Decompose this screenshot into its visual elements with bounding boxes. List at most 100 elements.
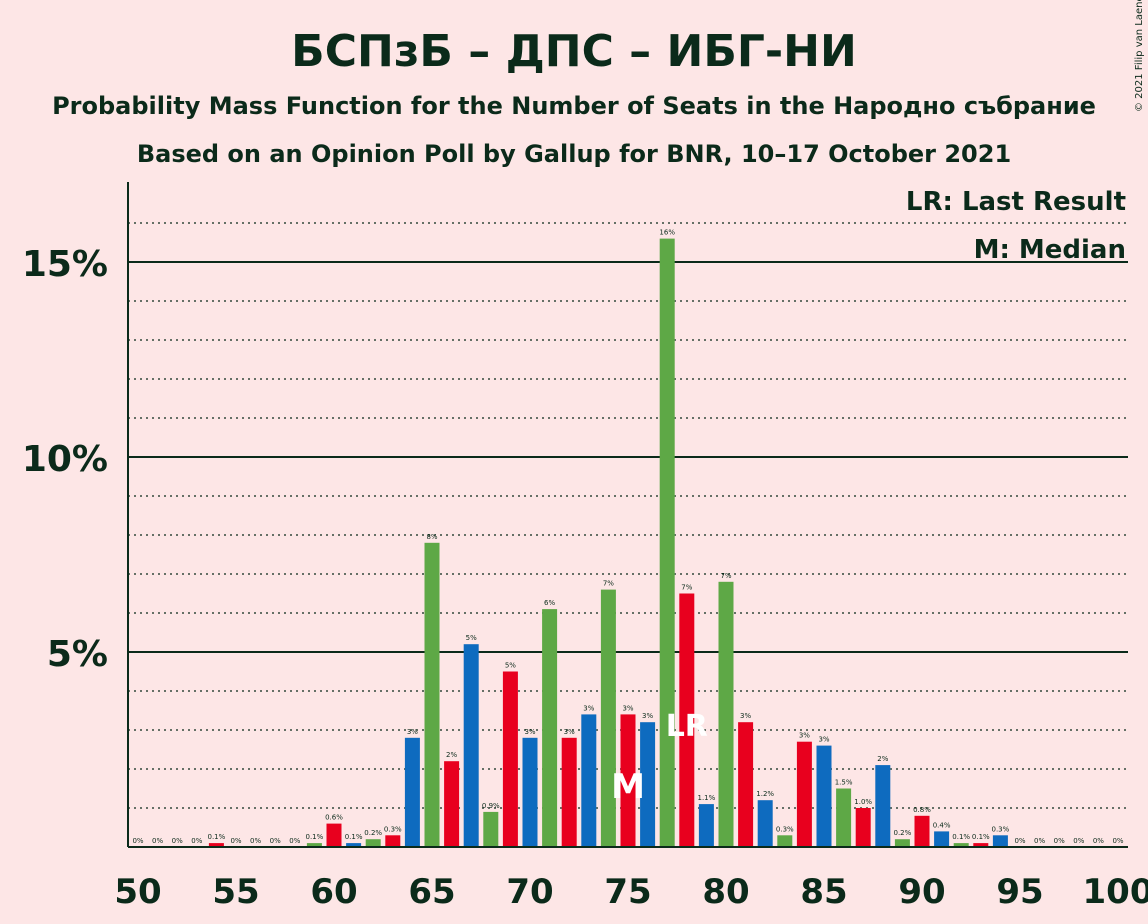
bar-seat-62 (365, 839, 381, 847)
x-tick-label: 75 (604, 872, 651, 912)
legend-median: M: Median (974, 235, 1126, 265)
bar-seat-81 (738, 722, 754, 847)
bar-value-label: 0.3% (992, 825, 1010, 833)
bar-seat-61 (346, 843, 362, 847)
x-tick-label: 100 (1083, 872, 1148, 912)
bar-seat-94 (992, 835, 1008, 847)
bar-value-label: 0% (172, 837, 183, 845)
legend-last-result: LR: Last Result (906, 187, 1126, 217)
legend: LR: Last Result M: Median (906, 187, 1126, 265)
bar-value-label: 0.1% (208, 833, 226, 841)
x-tick-label: 70 (506, 872, 553, 912)
bar-seat-60 (326, 823, 342, 847)
x-tick-label: 50 (114, 872, 161, 912)
bar-seat-68 (483, 811, 499, 847)
bar-value-label: 5% (505, 662, 516, 670)
bar-value-label: 0% (270, 837, 281, 845)
bar-value-label: 0.6% (325, 814, 343, 822)
bar-value-label: 0% (289, 837, 300, 845)
bars: 0% 0% 0% 0% 0.1% 0% 0% 0% 0% 0.1%0.6%0.1% 0.2% 0.3%… (132, 229, 1124, 848)
bar-value-label: 0% (1054, 837, 1065, 845)
median-marker: M (611, 767, 645, 807)
bar-seat-82 (757, 800, 773, 847)
bar-value-label: 0.1% (972, 833, 990, 841)
bar-value-label: 7% (681, 584, 692, 592)
bar-value-label: 2% (877, 755, 888, 763)
bar-value-label: 0% (1093, 837, 1104, 845)
bar-value-label: 0% (1112, 837, 1123, 845)
bar-value-label: 0.1% (306, 833, 324, 841)
x-tick-label: 55 (212, 872, 259, 912)
bar-value-label: 0% (191, 837, 202, 845)
bar-seat-88 (875, 765, 891, 847)
bar-seat-90 (914, 815, 930, 847)
bar-seat-80 (718, 581, 734, 847)
bar-value-label: 3% (818, 736, 829, 744)
x-tick-label: 65 (408, 872, 455, 912)
bar-value-label: 7% (720, 572, 731, 580)
bar-value-label: 0% (1034, 837, 1045, 845)
copyright-note: © 2021 Filip van Laenen (1134, 0, 1145, 112)
bar-value-label: 0.2% (364, 829, 382, 837)
bar-value-label: 1.2% (756, 790, 774, 798)
bar-value-label: 3% (583, 704, 594, 712)
bar-seat-63 (385, 835, 401, 847)
bar-value-label: 3% (524, 728, 535, 736)
bar-value-label: 0% (1073, 837, 1084, 845)
bar-seat-86 (836, 788, 852, 847)
bar-seat-79 (698, 804, 714, 847)
bar-value-label: 7% (603, 580, 614, 588)
x-tick-label: 80 (702, 872, 749, 912)
bar-value-label: 1.1% (698, 794, 716, 802)
bar-seat-77 (659, 238, 675, 848)
bar-value-label: 0.8% (913, 806, 931, 814)
bar-value-label: 0.9% (482, 802, 500, 810)
bar-value-label: 3% (407, 728, 418, 736)
bar-seat-74 (600, 589, 616, 847)
bar-value-label: 0.3% (776, 825, 794, 833)
bar-value-label: 3% (622, 704, 633, 712)
bar-seat-75 (620, 714, 636, 847)
bar-seat-54 (208, 843, 224, 847)
chart-title: БСПзБ – ДПС – ИБГ-НИ (291, 26, 857, 77)
bar-seat-66 (444, 761, 460, 847)
bar-seat-87 (855, 808, 871, 847)
chart-subtitle: Probability Mass Function for the Number… (52, 92, 1096, 120)
bar-value-label: 3% (799, 732, 810, 740)
bar-seat-59 (306, 843, 322, 847)
y-tick-label: 10% (22, 439, 108, 480)
bar-value-label: 3% (564, 728, 575, 736)
axes: 5% 10% 15% 50 55 60 65 70 75 80 85 90 95 100 (22, 182, 1148, 912)
x-tick-label: 85 (800, 872, 847, 912)
bar-seat-84 (796, 741, 812, 847)
bar-seat-72 (561, 737, 577, 847)
last-result-marker: LR (666, 709, 708, 744)
bar-value-label: 0.3% (384, 825, 402, 833)
bar-value-label: 0.1% (952, 833, 970, 841)
bar-value-label: 0% (152, 837, 163, 845)
x-tick-label: 90 (898, 872, 945, 912)
x-tick-label: 95 (996, 872, 1043, 912)
bar-seat-92 (953, 843, 969, 847)
bar-value-label: 0% (250, 837, 261, 845)
bar-value-label: 0% (1014, 837, 1025, 845)
bar-seat-67 (463, 644, 479, 847)
y-tick-label: 15% (22, 244, 108, 285)
bar-seat-69 (502, 671, 518, 847)
bar-seat-71 (542, 609, 558, 847)
bar-value-label: 1.0% (854, 798, 872, 806)
bar-value-label: 5% (466, 634, 477, 642)
bar-value-label: 0% (132, 837, 143, 845)
x-tick-label: 60 (310, 872, 357, 912)
bar-value-label: 0.1% (345, 833, 363, 841)
bar-value-label: 8% (426, 533, 437, 541)
bar-seat-91 (934, 831, 950, 847)
bar-value-label: 6% (544, 599, 555, 607)
bar-value-label: 16% (659, 229, 675, 237)
chart-subtitle-source: Based on an Opinion Poll by Gallup for B… (137, 140, 1011, 168)
bar-value-label: 3% (740, 712, 751, 720)
bar-seat-73 (581, 714, 597, 847)
bar-seat-78 (679, 593, 695, 847)
bar-value-label: 0.2% (894, 829, 912, 837)
bar-seat-89 (894, 839, 910, 847)
